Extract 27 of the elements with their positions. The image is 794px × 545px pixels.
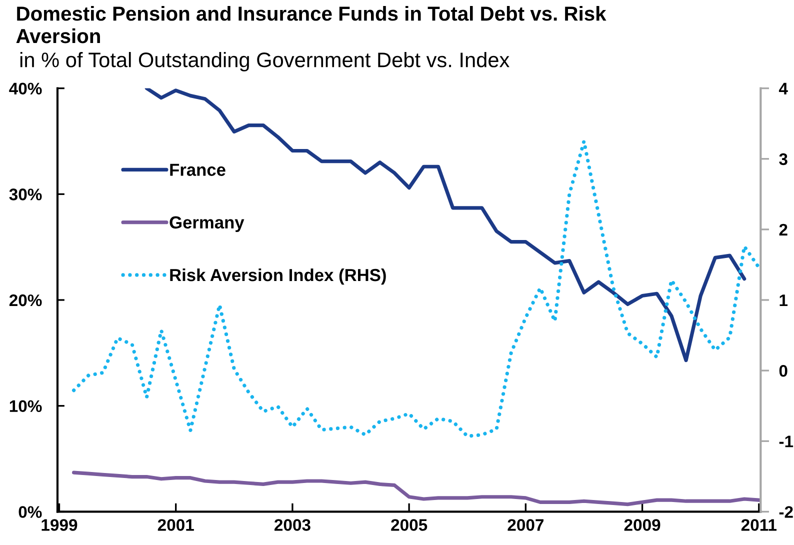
y-tick-label: 10% — [10, 400, 42, 412]
y2-tick-label: 0 — [779, 364, 788, 377]
chart-title: Domestic Pension and Insurance Funds in Total Debt vs. Risk Aversion — [16, 6, 606, 44]
y2-tick-label: -1 — [779, 436, 794, 448]
x-tick-label: 2001 — [158, 519, 194, 531]
x-tick-label: 2005 — [391, 519, 428, 531]
x-tick-label: 2009 — [624, 519, 660, 531]
y-tick-label: 0% — [18, 506, 42, 518]
y-tick-label: 40% — [9, 82, 42, 94]
x-tick-label: 2003 — [274, 519, 310, 531]
legend-label: Risk Aversion Index (RHS) — [170, 268, 386, 285]
y2-tick-label: 3 — [779, 153, 788, 166]
line-series — [72, 470, 761, 506]
line-series — [144, 88, 746, 362]
x-tick-label: 1999 — [42, 519, 78, 531]
y-tick-label: 30% — [9, 188, 42, 200]
legend-label: Germany — [170, 216, 244, 232]
legend-label: France — [170, 164, 226, 176]
x-tick-label: 2007 — [508, 519, 544, 531]
y2-tick-label: 1 — [780, 294, 788, 306]
y2-tick-label: 2 — [779, 224, 788, 236]
line-series — [72, 139, 761, 438]
y2-tick-label: 4 — [778, 82, 788, 94]
chart-subtitle: in % of Total Outstanding Government Debt vs. Index — [20, 52, 510, 72]
y2-tick-label: -2 — [779, 506, 793, 518]
x-tick-label: 2011 — [741, 519, 777, 531]
y-tick-label: 20% — [9, 294, 42, 306]
